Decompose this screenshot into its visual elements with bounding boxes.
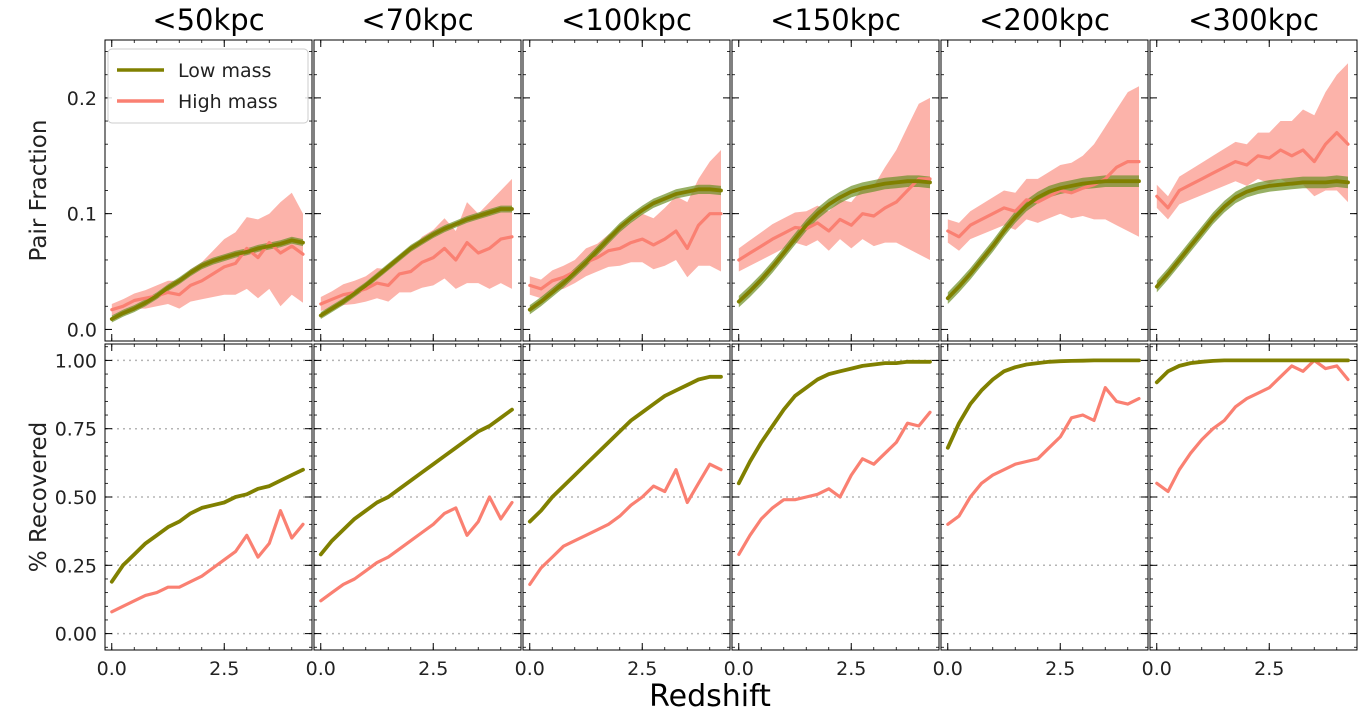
plot-area bbox=[736, 97, 932, 308]
plot-area bbox=[1154, 358, 1350, 494]
column-title: <100kpc bbox=[561, 3, 692, 37]
top-panel-4: <150kpc bbox=[731, 3, 940, 342]
low-mass-line bbox=[527, 187, 723, 312]
high-mass-band bbox=[947, 86, 1139, 251]
low-mass-line bbox=[109, 467, 305, 584]
column-title: <70kpc bbox=[361, 3, 473, 37]
plot-area bbox=[109, 192, 305, 323]
x-tick-label: 0.0 bbox=[97, 658, 127, 680]
x-tick-label: 2.5 bbox=[209, 658, 239, 680]
high-mass-line bbox=[110, 509, 305, 614]
high-mass-line bbox=[1155, 131, 1350, 210]
high-mass-line bbox=[946, 386, 1141, 526]
plot-area bbox=[318, 407, 514, 603]
top-panel-3: <100kpc bbox=[522, 3, 731, 342]
high-mass-band bbox=[111, 192, 303, 316]
low-mass-line bbox=[945, 179, 1141, 301]
x-tick-label: 0.0 bbox=[1142, 658, 1172, 680]
bottom-panel-1: 0.00 0.25 0.50 0.75 1.00 0.0 2.5 bbox=[55, 343, 313, 680]
plot-area bbox=[527, 150, 723, 315]
y-tick-label: 0.50 bbox=[55, 487, 97, 509]
low-mass-line bbox=[318, 407, 514, 557]
high-mass-legend-label: High mass bbox=[178, 91, 278, 113]
plot-area bbox=[736, 359, 932, 556]
low-mass-line bbox=[109, 238, 305, 321]
x-tick-label: 2.5 bbox=[1045, 658, 1075, 680]
high-mass-line bbox=[737, 177, 932, 262]
high-mass-line bbox=[1155, 358, 1350, 494]
low-mass-line bbox=[527, 374, 723, 524]
plot-area bbox=[318, 178, 514, 319]
x-tick-label: 2.5 bbox=[836, 658, 866, 680]
top-panel-6: <300kpc bbox=[1149, 3, 1358, 342]
x-tick-label: 2.5 bbox=[1254, 658, 1284, 680]
high-mass-line bbox=[737, 410, 932, 556]
low-mass-legend-label: Low mass bbox=[178, 60, 271, 82]
low-mass-line bbox=[1154, 179, 1350, 289]
high-mass-line bbox=[528, 212, 723, 291]
top-ylabel: Pair Fraction bbox=[26, 120, 52, 262]
y-tick-label: 0.0 bbox=[67, 319, 97, 341]
y-tick-label: 1.00 bbox=[55, 350, 97, 372]
low-mass-line bbox=[318, 207, 514, 318]
y-tick-label: 0.75 bbox=[55, 419, 97, 441]
high-mass-band bbox=[738, 97, 930, 272]
high-mass-band bbox=[529, 150, 721, 299]
low-mass-line bbox=[1154, 358, 1350, 385]
column-title: <150kpc bbox=[770, 3, 901, 37]
low-mass-line bbox=[736, 179, 932, 304]
column-title: <200kpc bbox=[979, 3, 1110, 37]
high-mass-line bbox=[319, 495, 514, 603]
x-tick-label: 0.0 bbox=[933, 658, 963, 680]
bottom-panel-6: 0.0 2.5 bbox=[1142, 343, 1358, 680]
bottom-panel-3: 0.0 2.5 bbox=[515, 343, 731, 680]
top-panel-1: 0.0 0.1 0.2 <50kpc bbox=[67, 3, 313, 342]
low-mass-line bbox=[945, 358, 1141, 450]
plot-area bbox=[109, 467, 305, 614]
y-tick-label: 0.2 bbox=[67, 88, 97, 110]
legend-frame bbox=[107, 48, 309, 124]
x-tick-label: 0.0 bbox=[515, 658, 545, 680]
y-tick-label: 0.25 bbox=[55, 555, 97, 577]
low-mass-line bbox=[736, 359, 932, 486]
high-mass-line bbox=[528, 462, 723, 586]
y-tick-label: 0.1 bbox=[67, 204, 97, 226]
low-mass-band bbox=[1156, 175, 1348, 293]
legend: Low mass High mass bbox=[107, 48, 309, 124]
plot-area bbox=[1154, 63, 1350, 293]
column-title: <300kpc bbox=[1188, 3, 1319, 37]
bottom-panel-2: 0.0 2.5 bbox=[306, 343, 522, 680]
top-panel-2: <70kpc bbox=[313, 3, 522, 342]
x-tick-label: 0.0 bbox=[724, 658, 754, 680]
x-tick-label: 2.5 bbox=[627, 658, 657, 680]
column-title: <50kpc bbox=[152, 3, 264, 37]
low-mass-band bbox=[111, 236, 303, 323]
high-mass-band bbox=[1156, 63, 1348, 220]
plot-area bbox=[945, 358, 1141, 526]
x-axis-label: Redshift bbox=[649, 679, 771, 711]
plot-area bbox=[527, 374, 723, 586]
top-panel-5: <200kpc bbox=[940, 3, 1149, 342]
x-tick-label: 0.0 bbox=[306, 658, 336, 680]
bottom-panel-4: 0.0 2.5 bbox=[724, 343, 940, 680]
x-tick-label: 2.5 bbox=[418, 658, 448, 680]
y-tick-label: 0.00 bbox=[55, 624, 97, 646]
high-mass-line bbox=[946, 160, 1141, 239]
bottom-ylabel: % Recovered bbox=[26, 422, 52, 572]
plot-area bbox=[945, 86, 1141, 304]
bottom-panel-5: 0.0 2.5 bbox=[933, 343, 1149, 680]
